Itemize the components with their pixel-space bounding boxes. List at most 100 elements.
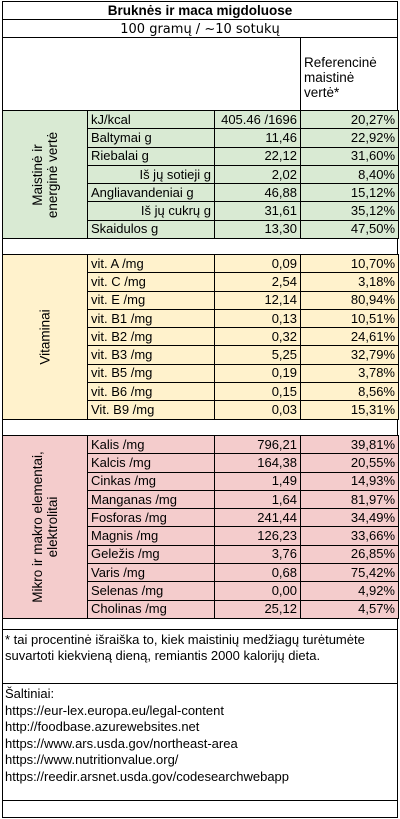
table-row: Magnis /mg 126,23 33,66% — [2, 526, 399, 546]
cell-name: vit. A /mg — [87, 253, 215, 274]
cell-name: Riebalai g — [87, 146, 215, 166]
cell-pct: 8,56% — [300, 382, 399, 402]
cell-value: 241,44 — [214, 508, 301, 528]
cell-name: Baltymai g — [87, 128, 215, 148]
cell-value: 2,02 — [214, 164, 301, 185]
page-subtitle: 100 gramų / ~10 sotukų — [2, 19, 398, 38]
cell-pct: 81,97% — [300, 489, 399, 510]
cell-pct: 14,93% — [300, 471, 399, 491]
cell-name: Kalis /mg — [87, 434, 215, 455]
cell-value: 0,00 — [214, 581, 301, 601]
cell-value: 5,25 — [214, 345, 301, 365]
table-row: Selenas /mg 0,00 4,92% — [2, 581, 399, 601]
table-row: vit. B6 /mg 0,15 8,56% — [2, 382, 399, 402]
cell-pct: 35,12% — [300, 201, 399, 221]
energy-table: Maistinė ir energinė vertė kJ/kcal 405.46 … — [2, 109, 399, 240]
cell-pct: 3,78% — [300, 363, 399, 384]
cell-name: Kalcis /mg — [87, 453, 215, 473]
group-label-cell: Maistinė ir energinė vertė — [2, 109, 88, 240]
spacer — [2, 238, 398, 254]
cell-name: vit. E /mg — [87, 290, 215, 310]
cell-pct: 4,92% — [300, 581, 399, 601]
source-link: http://foodbase.azurewebsites.net — [5, 719, 200, 735]
minerals-table: Mikro ir makro elementai, elektrolitai Ka… — [2, 434, 399, 619]
cell-name: vit. B5 /mg — [87, 363, 215, 384]
cell-value: 796,21 — [214, 434, 301, 455]
cell-pct: 3,18% — [300, 272, 399, 292]
cell-pct: 22,92% — [300, 128, 399, 148]
cell-pct: 47,50% — [300, 219, 399, 240]
cell-name: Angliavandeniai g — [87, 183, 215, 203]
table-row: vit. B3 /mg 5,25 32,79% — [2, 345, 399, 365]
cell-name: vit. B1 /mg — [87, 308, 215, 329]
cell-pct: 10,70% — [300, 253, 399, 274]
cell-value: 1,49 — [214, 471, 301, 491]
table-row: vit. C /mg 2,54 3,18% — [2, 272, 399, 292]
cell-name: kJ/kcal — [87, 109, 215, 130]
cell-name: Cholinas /mg — [87, 599, 215, 619]
cell-name: vit. B3 /mg — [87, 345, 215, 365]
cell-value: 2,54 — [214, 272, 301, 292]
group-label: Vitaminai — [37, 309, 53, 365]
table-row: vit. B5 /mg 0,19 3,78% — [2, 363, 399, 384]
spacer — [2, 618, 398, 630]
table-row: Skaidulos g 13,30 47,50% — [2, 219, 399, 240]
footnote: * tai procentinė išraiška to, kiek maist… — [2, 629, 398, 684]
cell-pct: 24,61% — [300, 327, 399, 347]
cell-value: 0,13 — [214, 308, 301, 329]
cell-name: Cinkas /mg — [87, 471, 215, 491]
cell-name: Iš jų cukrų g — [87, 201, 215, 221]
cell-value: 0,68 — [214, 563, 301, 583]
cell-pct: 10,51% — [300, 308, 399, 329]
cell-value: 46,88 — [214, 183, 301, 203]
cell-value: 126,23 — [214, 526, 301, 546]
reference-value-header: Referencinė maistinė vertė* — [300, 37, 399, 110]
table-header: Referencinė maistinė vertė* — [2, 37, 398, 111]
table-row: vit. E /mg 12,14 80,94% — [2, 290, 399, 310]
table-row: Vit. B9 /mg 0,03 15,31% — [2, 400, 399, 420]
source-link: https://reedir.arsnet.usda.gov/codesearc… — [5, 768, 290, 784]
cell-pct: 20,27% — [300, 109, 399, 130]
cell-pct: 39,81% — [300, 434, 399, 455]
table-row: Iš jų sotieji g 2,02 8,40% — [2, 164, 399, 185]
table-row: Kalcis /mg 164,38 20,55% — [2, 453, 399, 473]
cell-name: vit. C /mg — [87, 272, 215, 292]
cell-name: Vit. B9 /mg — [87, 400, 215, 420]
cell-value: 12,14 — [214, 290, 301, 310]
cell-pct: 75,42% — [300, 563, 399, 583]
cell-value: 164,38 — [214, 453, 301, 473]
table-row: Maistinė ir energinė vertė kJ/kcal 405.46 … — [2, 109, 399, 240]
source-link: https://www.ars.usda.gov/northeast-area — [5, 735, 238, 751]
cell-value: 31,61 — [214, 201, 301, 221]
cell-value: 3,76 — [214, 544, 301, 565]
table-row: Baltymai g 11,46 22,92% — [2, 128, 399, 148]
cell-value: 1,64 — [214, 489, 301, 510]
cell-pct: 32,79% — [300, 345, 399, 365]
group-label: Mikro ir makro elementai, elektrolitai — [30, 451, 60, 603]
cell-pct: 20,55% — [300, 453, 399, 473]
cell-name: Iš jų sotieji g — [87, 164, 215, 185]
cell-pct: 33,66% — [300, 526, 399, 546]
cell-value: 22,12 — [214, 146, 301, 166]
cell-name: Magnis /mg — [87, 526, 215, 546]
cell-name: vit. B6 /mg — [87, 382, 215, 402]
page-title: Bruknės ir maca migdoluose — [2, 1, 398, 19]
cell-value: 0,32 — [214, 327, 301, 347]
group-label: Maistinė ir energinė vertė — [30, 131, 60, 218]
cell-pct: 34,49% — [300, 508, 399, 528]
table-row: Mikro ir makro elementai, elektrolitai Ka… — [2, 434, 399, 619]
cell-pct: 80,94% — [300, 290, 399, 310]
cell-pct: 26,85% — [300, 544, 399, 565]
table-row: Vitaminai vit. A /mg 0,09 10,70% — [2, 253, 399, 420]
cell-name: Selenas /mg — [87, 581, 215, 601]
cell-name: Varis /mg — [87, 563, 215, 583]
sources-list: https://eur-lex.europa.eu/legal-content h… — [5, 703, 395, 786]
cell-value: 405.46 /1696 — [214, 109, 301, 130]
sources-section: Šaltiniai: https://eur-lex.europa.eu/leg… — [2, 683, 398, 801]
table-row: Varis /mg 0,68 75,42% — [2, 563, 399, 583]
cell-pct: 8,40% — [300, 164, 399, 185]
cell-value: 0,09 — [214, 253, 301, 274]
cell-pct: 15,12% — [300, 183, 399, 203]
cell-pct: 15,31% — [300, 400, 399, 420]
